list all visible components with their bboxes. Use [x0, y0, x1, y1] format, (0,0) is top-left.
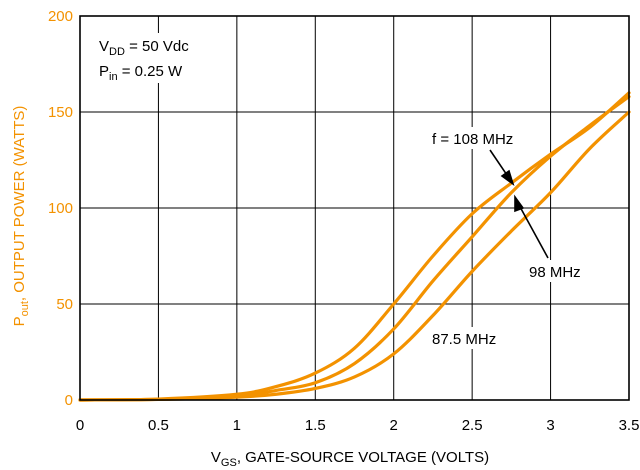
x-tick-label: 2 — [390, 417, 398, 434]
series-label-108mhz: f = 108 MHz — [432, 131, 513, 148]
series-line-2 — [78, 110, 631, 402]
y-tick-label: 150 — [48, 104, 73, 121]
x-tick-label: 3.5 — [619, 417, 640, 434]
x-tick-label: 0 — [76, 417, 84, 434]
y-tick-label: 100 — [48, 200, 73, 217]
arrowhead-108mhz — [500, 169, 515, 187]
x-axis-title: VGS, GATE-SOURCE VOLTAGE (VOLTS) — [211, 449, 489, 469]
label-87-background — [429, 327, 513, 349]
x-tick-label: 2.5 — [462, 417, 483, 434]
y-tick-label: 0 — [65, 392, 73, 409]
condition-pin: Pin = 0.25 W — [99, 63, 183, 83]
label-108-background — [428, 127, 550, 149]
y-axis-title: Pout, OUTPUT POWER (WATTS) — [11, 106, 31, 327]
plot-frame — [79, 15, 630, 401]
conditions-background — [93, 33, 208, 83]
arrowhead-98mhz — [514, 194, 525, 213]
annotation-arrows — [489, 149, 549, 259]
y-tick-label: 200 — [48, 8, 73, 25]
series-label-98mhz: 98 MHz — [529, 264, 581, 281]
curves — [78, 91, 631, 402]
series-label-87-5mhz: 87.5 MHz — [432, 331, 496, 348]
x-tick-labels: 0 0.5 1 1.5 2 2.5 3 3.5 — [76, 417, 640, 434]
x-tick-label: 3 — [546, 417, 554, 434]
x-tick-label: 1.5 — [305, 417, 326, 434]
arrow-98mhz — [518, 204, 549, 259]
x-tick-label: 0.5 — [148, 417, 169, 434]
y-tick-label: 50 — [56, 296, 73, 313]
x-tick-label: 1 — [233, 417, 241, 434]
grid — [80, 16, 629, 400]
label-98-background — [526, 260, 598, 282]
y-tick-labels: 0 50 100 150 200 — [48, 8, 73, 409]
condition-vdd: VDD = 50 Vdc — [99, 38, 189, 58]
